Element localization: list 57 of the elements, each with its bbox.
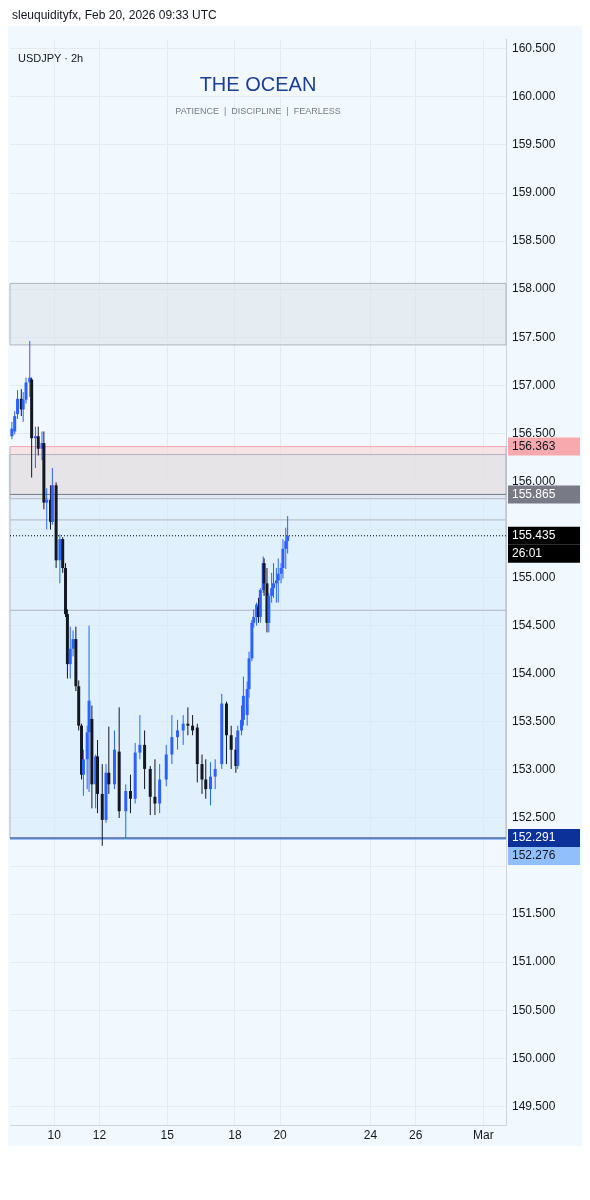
candlestick — [138, 714, 142, 760]
text: THE OCEAN — [199, 72, 317, 95]
candlestick — [36, 426, 40, 456]
candlestick — [45, 487, 49, 531]
candlestick — [200, 753, 204, 795]
candlestick — [229, 725, 233, 770]
y-tick-label: 158.000 — [512, 281, 556, 296]
y-tick-label: 153.000 — [512, 762, 556, 777]
x-tick-label: 20 — [273, 1128, 288, 1143]
y-tick-label: 153.500 — [512, 714, 556, 729]
text: PATIENCE | DISCIPLINE | FEARLESS — [175, 105, 341, 116]
y-tick-label: 154.500 — [512, 617, 556, 632]
candlestick — [128, 774, 132, 814]
ref-line-label: 155.435 — [512, 528, 556, 543]
y-tick-label: 156.500 — [512, 425, 556, 440]
candlestick — [213, 758, 217, 790]
candlestick — [176, 719, 180, 751]
y-tick-label: 158.500 — [512, 233, 556, 248]
x-tick-label: 10 — [47, 1128, 62, 1143]
x-tick-label: 26 — [408, 1128, 423, 1143]
candlestick — [153, 758, 157, 816]
candlestick — [204, 758, 208, 800]
y-tick-label: 150.000 — [512, 1050, 556, 1065]
y-tick-label: 156.000 — [512, 473, 556, 488]
x-tick-label: 12 — [92, 1128, 107, 1143]
y-tick-label: 157.000 — [512, 377, 556, 392]
candlestick — [186, 706, 190, 736]
candlestick — [107, 726, 111, 795]
y-tick-label: 160.500 — [512, 41, 556, 56]
candlestick — [170, 714, 174, 765]
y-tick-label: 154.000 — [512, 666, 556, 681]
ref-line-label: 156.363 — [512, 438, 556, 453]
x-tick-label: 18 — [228, 1128, 242, 1143]
y-tick-label: 155.000 — [512, 569, 556, 584]
x-tick-label: 24 — [363, 1128, 378, 1143]
y-tick-label: 157.500 — [512, 329, 556, 344]
y-tick-label: 159.500 — [512, 137, 556, 152]
y-tick-label: 151.000 — [512, 954, 556, 969]
text: 26:01 — [512, 546, 543, 561]
ref-line-label: 155.865 — [512, 486, 556, 501]
y-tick-label: 149.500 — [512, 1098, 556, 1113]
candlestick — [124, 783, 128, 839]
y-tick-label: 152.500 — [512, 810, 556, 825]
y-tick-label: 160.000 — [512, 89, 556, 104]
y-tick-label: 151.500 — [512, 906, 556, 921]
annotation: USDJPY · 2h — [18, 52, 84, 65]
candlestick — [68, 626, 72, 680]
x-tick-label: Mar — [473, 1128, 494, 1143]
y-tick-label: 150.500 — [512, 1002, 556, 1017]
ref-line-label: 152.276 — [512, 848, 556, 863]
candlestick — [272, 562, 276, 599]
ref-line-label: 152.291 — [512, 830, 556, 845]
candlestick — [208, 761, 212, 806]
x-tick-label: 15 — [160, 1128, 175, 1143]
candlestick — [181, 714, 185, 746]
y-tick-label: 159.000 — [512, 185, 556, 200]
text: sleuquidityfx, Feb 20, 2026 09:33 UTC — [11, 8, 218, 24]
